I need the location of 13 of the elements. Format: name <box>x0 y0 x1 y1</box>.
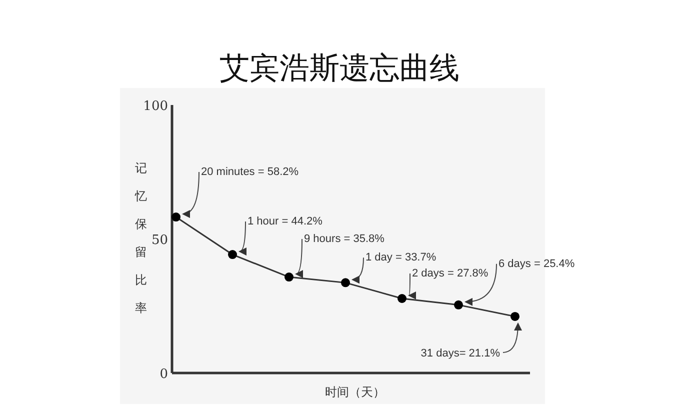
data-label: 1 day = 33.7% <box>366 252 436 264</box>
data-label: 2 days = 27.8% <box>412 267 488 280</box>
data-label: 9 hours = 35.8% <box>304 233 385 246</box>
y-tick-label: 100 <box>143 99 168 114</box>
y-tick-label: 50 <box>151 233 168 248</box>
data-label: 20 minutes = 58.2% <box>201 166 299 178</box>
y-axis-title: 记忆保留比率 <box>134 161 147 315</box>
x-axis-title: 时间（天） <box>325 385 385 399</box>
data-label: 31 days= 21.1% <box>420 347 500 360</box>
chart-title: 艾宾浩斯遗忘曲线 <box>220 51 460 86</box>
data-label: 6 days = 25.4% <box>498 258 575 270</box>
y-tick-label: 0 <box>160 367 168 382</box>
data-label: 1 hour = 44.2% <box>248 216 323 228</box>
